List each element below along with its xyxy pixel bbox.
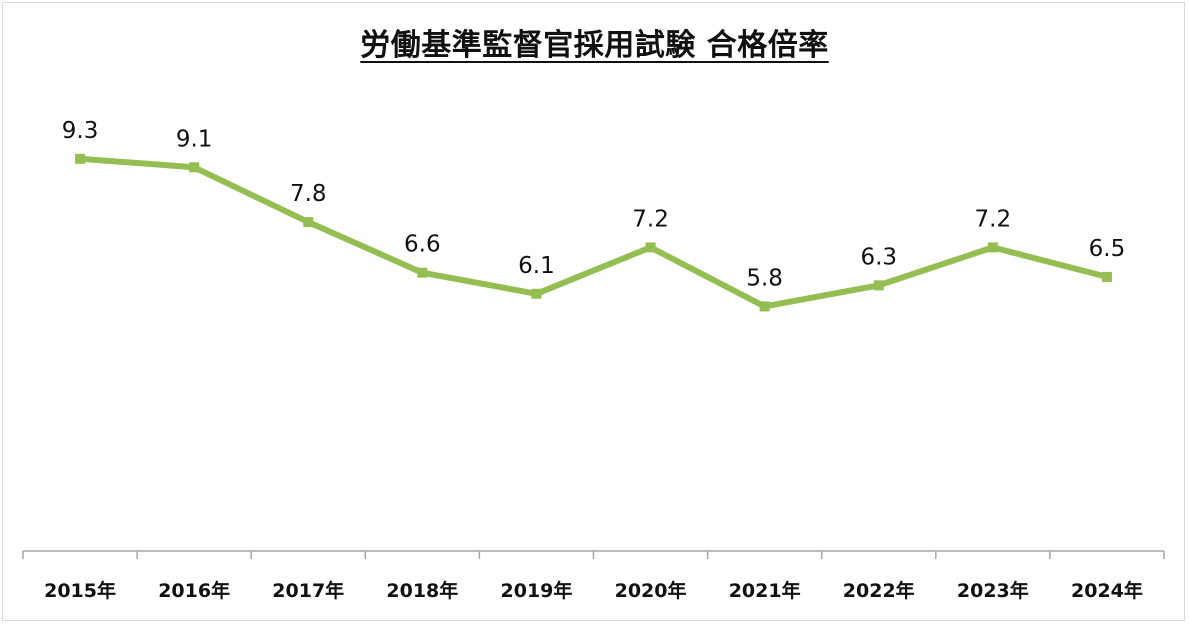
data-point-2019年 xyxy=(531,288,542,299)
data-label-2015年: 9.3 xyxy=(62,118,99,144)
x-tick-label-2020年: 2020年 xyxy=(615,579,687,602)
data-point-2020年 xyxy=(645,242,656,253)
data-point-2018年 xyxy=(417,267,428,278)
data-labels: 9.3 9.1 7.8 6.6 6.1 7.2 5.8 6.3 7.2 6.5 xyxy=(62,118,1125,292)
x-tick-label-2023年: 2023年 xyxy=(957,579,1029,602)
x-tick-label-2018年: 2018年 xyxy=(386,579,458,602)
data-label-2020年: 7.2 xyxy=(632,206,669,232)
data-label-2021年: 5.8 xyxy=(746,265,783,291)
data-label-2019年: 6.1 xyxy=(518,253,555,279)
data-point-2021年 xyxy=(759,301,770,312)
chart-title: 労働基準監督官採用試験 合格倍率 xyxy=(360,28,829,63)
data-point-2022年 xyxy=(873,280,884,291)
data-label-2022年: 6.3 xyxy=(860,244,897,270)
x-tick-label-2015年: 2015年 xyxy=(44,579,116,602)
x-tick-label-2024年: 2024年 xyxy=(1071,579,1143,602)
x-tick-label-2017年: 2017年 xyxy=(272,579,344,602)
data-point-2016年 xyxy=(189,162,200,173)
x-tick-label-2016年: 2016年 xyxy=(158,579,230,602)
x-tick-labels: 2015年 2016年 2017年 2018年 2019年 2020年 2021年 2022年… xyxy=(44,579,1143,602)
data-label-2016年: 9.1 xyxy=(176,126,213,152)
series-line xyxy=(77,155,1110,310)
data-point-2024年 xyxy=(1101,271,1112,282)
data-label-2023年: 7.2 xyxy=(975,206,1012,232)
data-point-2023年 xyxy=(987,242,998,253)
x-tick-label-2021年: 2021年 xyxy=(729,579,801,602)
x-tick-label-2022年: 2022年 xyxy=(843,579,915,602)
data-point-2017年 xyxy=(303,217,314,228)
series-layer xyxy=(75,153,1112,312)
data-label-2018年: 6.6 xyxy=(404,232,441,258)
x-tick-label-2019年: 2019年 xyxy=(501,579,573,602)
x-axis xyxy=(22,550,1165,559)
data-point-2015年 xyxy=(75,153,86,164)
data-label-2024年: 6.5 xyxy=(1089,236,1126,262)
data-label-2017年: 7.8 xyxy=(290,181,327,207)
